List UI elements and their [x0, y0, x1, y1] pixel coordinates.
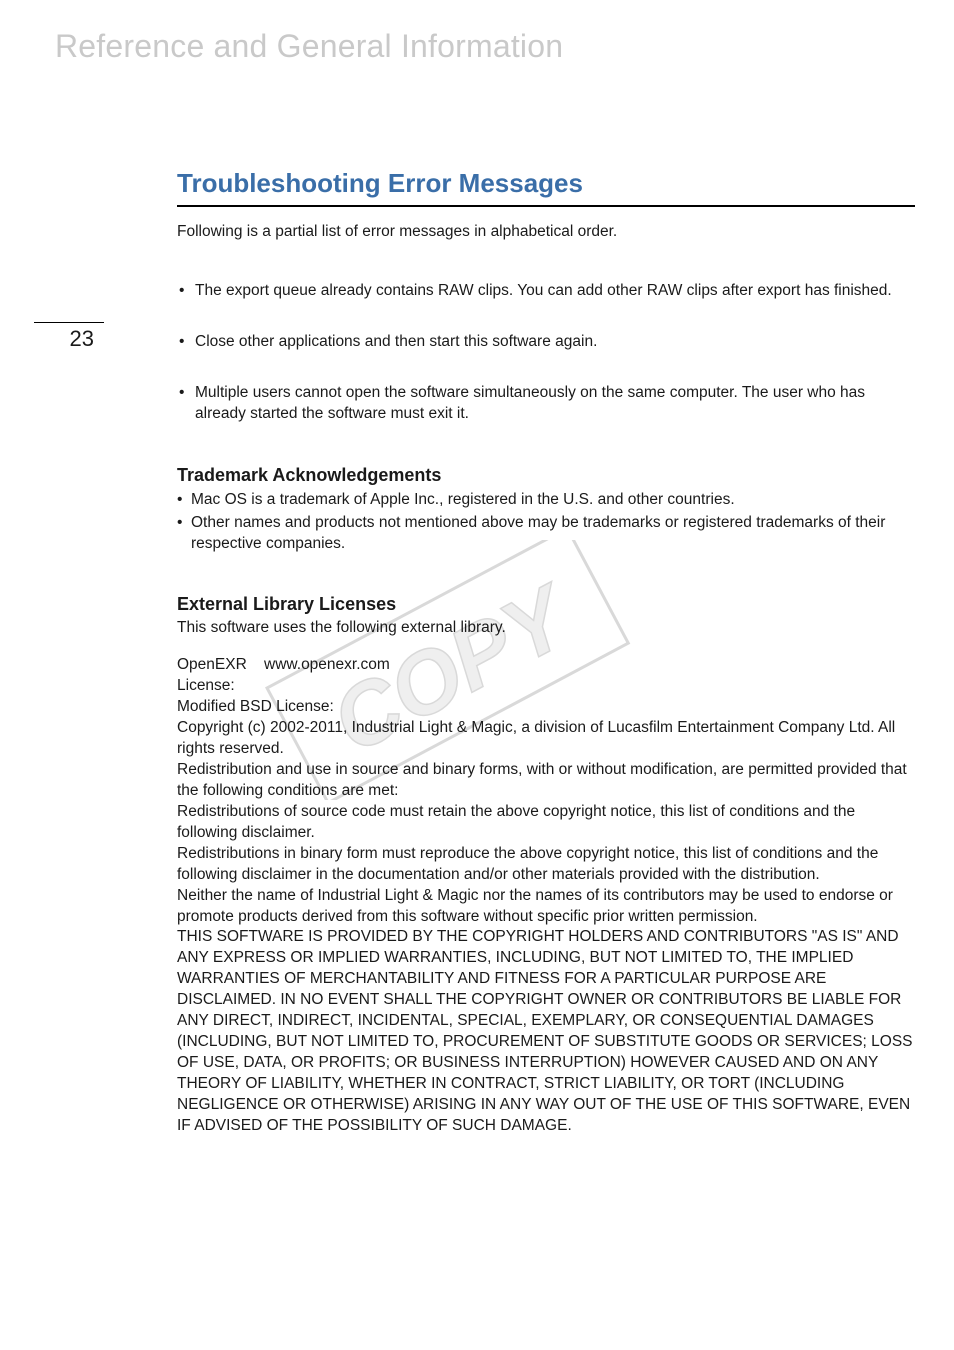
- library-line: OpenEXR www.openexr.com: [177, 655, 915, 676]
- subheading-trademark: Trademark Acknowledgements: [177, 465, 915, 486]
- subheading-licenses: External Library Licenses: [177, 594, 915, 615]
- library-url: www.openexr.com: [264, 656, 390, 673]
- page-number: 23: [34, 322, 104, 352]
- section-title-troubleshooting: Troubleshooting Error Messages: [177, 168, 915, 207]
- licenses-intro: This software uses the following externa…: [177, 619, 915, 637]
- license-name: Modified BSD License:: [177, 697, 915, 718]
- library-name: OpenEXR: [177, 656, 247, 673]
- error-message-item: The export queue already contains RAW cl…: [177, 281, 915, 302]
- license-label: License:: [177, 676, 915, 697]
- license-text: Copyright (c) 2002-2011, Industrial Ligh…: [177, 718, 915, 1136]
- trademark-list: Mac OS is a trademark of Apple Inc., reg…: [177, 490, 915, 555]
- trademark-item: Other names and products not mentioned a…: [177, 513, 915, 555]
- main-content: Troubleshooting Error Messages Following…: [177, 168, 915, 1137]
- error-message-list: The export queue already contains RAW cl…: [177, 281, 915, 425]
- error-message-item: Close other applications and then start …: [177, 332, 915, 353]
- page-header: Reference and General Information: [55, 28, 563, 65]
- troubleshooting-intro: Following is a partial list of error mes…: [177, 223, 915, 241]
- error-message-item: Multiple users cannot open the software …: [177, 383, 915, 425]
- trademark-item: Mac OS is a trademark of Apple Inc., reg…: [177, 490, 915, 511]
